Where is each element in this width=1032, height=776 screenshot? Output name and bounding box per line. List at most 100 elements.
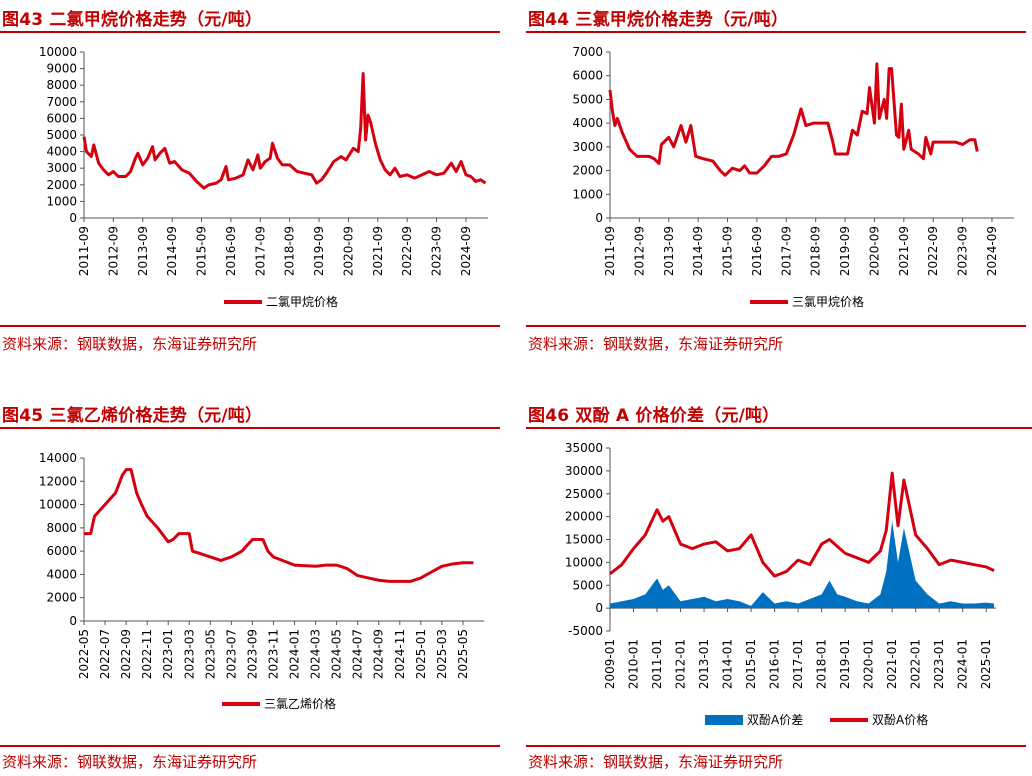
- x-tick-label: 2023-01: [932, 639, 946, 689]
- x-tick-label: 2018-09: [809, 226, 823, 276]
- legend-item: 三氯甲烷价格: [750, 294, 864, 309]
- chart-title: 图44 三氯甲烷价格走势（元/吨）: [528, 10, 789, 30]
- x-tick-label: 2022-01: [909, 639, 923, 689]
- legend-item: 双酚A价格: [830, 712, 928, 727]
- y-tick-label: 6000: [46, 111, 77, 125]
- x-tick-label: 2023-09: [430, 226, 444, 276]
- x-tick-label: 2018-01: [815, 639, 829, 689]
- x-tick-label: 2022-05: [77, 629, 91, 679]
- x-tick-label: 2024-07: [351, 629, 365, 679]
- chart-title: 图46 双酚 A 价格价差（元/吨）: [528, 406, 780, 426]
- x-tick-label: 2024-05: [330, 629, 344, 679]
- y-tick-label: 0: [69, 614, 77, 628]
- chart-plot: -5000 0 5000 10000 15000 20000 25000 30000 35000…: [565, 441, 996, 727]
- y-tick-label: 1000: [572, 187, 603, 201]
- legend-label: 二氯甲烷价格: [266, 294, 338, 309]
- y-tick-label: 5000: [46, 128, 77, 142]
- y-tick-label: -5000: [568, 624, 603, 638]
- x-tick-label: 2017-01: [791, 639, 805, 689]
- x-tick-label: 2025-01: [979, 639, 993, 689]
- title-divider: [0, 427, 500, 429]
- y-tick-label: 30000: [565, 464, 603, 478]
- x-tick-label: 2024-09: [372, 629, 386, 679]
- x-tick-label: 2021-01: [885, 639, 899, 689]
- y-tick-label: 12000: [39, 474, 77, 488]
- title-divider: [526, 427, 1032, 429]
- y-tick-label: 3000: [46, 161, 77, 175]
- chart-source: 资料来源：钢联数据，东海证券研究所: [528, 753, 784, 771]
- x-tick-label: 2017-09: [253, 226, 267, 276]
- source-divider: [0, 745, 500, 747]
- x-tick-label: 2023-09: [245, 629, 259, 679]
- y-tick-label: 6000: [572, 69, 603, 83]
- y-tick-label: 2000: [46, 178, 77, 192]
- x-tick-label: 2015-09: [721, 226, 735, 276]
- y-tick-label: 3000: [572, 140, 603, 154]
- legend-label: 三氯甲烷价格: [792, 294, 864, 309]
- x-tick-label: 2024-11: [393, 629, 407, 679]
- x-tick-label: 2025-01: [414, 629, 428, 679]
- series-line: [84, 468, 474, 583]
- x-tick-label: 2010-01: [627, 639, 641, 689]
- x-tick-label: 2022-09: [119, 629, 133, 679]
- y-tick-label: 9000: [46, 62, 77, 76]
- x-tick-label: 2011-01: [650, 639, 664, 689]
- y-tick-label: 35000: [565, 441, 603, 455]
- legend-label: 双酚A价差: [747, 713, 803, 727]
- chart-source: 资料来源：钢联数据，东海证券研究所: [2, 335, 258, 353]
- x-tick-label: 2012-09: [106, 226, 120, 276]
- chart-plot: 0 1000 2000 3000 4000 5000 6000 7000 8000 9000 100…: [39, 45, 488, 309]
- x-tick-label: 2022-09: [400, 226, 414, 276]
- x-tick-label: 2013-09: [136, 226, 150, 276]
- x-tick-label: 2024-01: [956, 639, 970, 689]
- x-tick-label: 2017-09: [779, 226, 793, 276]
- y-tick-label: 0: [69, 211, 77, 225]
- legend-swatch: [705, 715, 743, 725]
- x-tick-label: 2022-09: [926, 226, 940, 276]
- x-tick-label: 2011-09: [77, 226, 91, 276]
- x-tick-label: 2023-07: [224, 629, 238, 679]
- x-tick-label: 2018-09: [283, 226, 297, 276]
- x-tick-label: 2012-09: [632, 226, 646, 276]
- legend-label: 三氯乙烯价格: [264, 696, 336, 711]
- legend-item: 二氯甲烷价格: [224, 294, 338, 309]
- x-tick-label: 2016-09: [224, 226, 238, 276]
- x-tick-label: 2020-09: [341, 226, 355, 276]
- legend-label: 双酚A价格: [872, 712, 928, 727]
- y-tick-label: 7000: [572, 45, 603, 59]
- y-tick-label: 25000: [565, 487, 603, 501]
- y-tick-label: 6000: [46, 544, 77, 558]
- title-divider: [526, 31, 1026, 33]
- y-tick-label: 8000: [46, 78, 77, 92]
- x-tick-label: 2009-01: [603, 639, 617, 689]
- series-line: [608, 62, 979, 177]
- y-tick-label: 4000: [572, 116, 603, 130]
- y-tick-label: 5000: [572, 578, 603, 592]
- chart-title: 图45 三氯乙烯价格走势（元/吨）: [2, 406, 263, 426]
- x-tick-label: 2019-01: [838, 639, 852, 689]
- chart-source: 资料来源：钢联数据，东海证券研究所: [2, 753, 258, 771]
- x-tick-label: 2013-09: [662, 226, 676, 276]
- series-line: [609, 471, 995, 578]
- y-tick-label: 2000: [46, 591, 77, 605]
- x-tick-label: 2015-01: [744, 639, 758, 689]
- x-tick-label: 2014-01: [721, 639, 735, 689]
- x-tick-label: 2016-01: [768, 639, 782, 689]
- x-tick-label: 2023-03: [182, 629, 196, 679]
- chart-panel-45: 图45 三氯乙烯价格走势（元/吨） 0 2000 4000 6000 8000 10000…: [0, 396, 500, 776]
- x-tick-label: 2020-09: [867, 226, 881, 276]
- y-tick-label: 20000: [565, 510, 603, 524]
- x-tick-label: 2013-01: [697, 639, 711, 689]
- legend-item: 双酚A价差: [705, 713, 803, 727]
- x-tick-label: 2022-07: [98, 629, 112, 679]
- chart-source: 资料来源：钢联数据，东海证券研究所: [528, 335, 784, 353]
- x-tick-label: 2021-09: [897, 226, 911, 276]
- x-tick-label: 2024-09: [985, 226, 999, 276]
- x-tick-label: 2011-09: [603, 226, 617, 276]
- chart-title: 图43 二氯甲烷价格走势（元/吨）: [2, 10, 263, 30]
- y-tick-label: 0: [595, 211, 603, 225]
- source-divider: [0, 325, 500, 327]
- x-tick-label: 2019-09: [312, 226, 326, 276]
- x-tick-label: 2024-03: [309, 629, 323, 679]
- x-tick-label: 2024-01: [288, 629, 302, 679]
